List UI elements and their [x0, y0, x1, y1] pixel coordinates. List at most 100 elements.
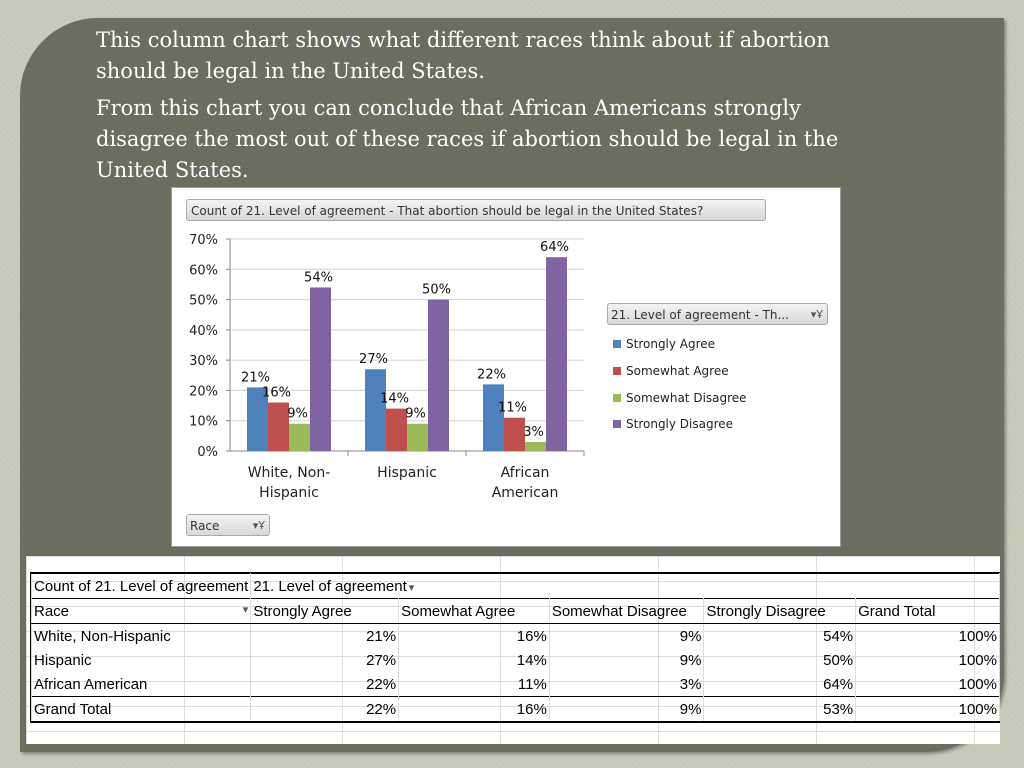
value-cell[interactable]: 100%	[855, 623, 1000, 648]
legend-swatch	[613, 340, 621, 349]
legend-entry: Somewhat Agree	[613, 358, 747, 385]
bar	[407, 423, 428, 451]
legend-label: Somewhat Agree	[626, 364, 729, 379]
value-cell[interactable]: 14%	[398, 648, 550, 672]
row-label-cell[interactable]: White, Non-Hispanic	[30, 623, 252, 648]
legend-field-button[interactable]: 21. Level of agreement - Th... ▾Ұ	[607, 303, 828, 325]
row-label-cell[interactable]: African American	[30, 672, 252, 697]
pivot-table: Count of 21. Level of agreement 21. Leve…	[30, 572, 1000, 723]
column-header[interactable]: Grand Total	[855, 598, 1000, 624]
legend-entry: Strongly Agree	[613, 331, 747, 358]
value-cell[interactable]: 22%	[250, 696, 400, 722]
legend-label: Somewhat Disagree	[626, 390, 747, 405]
chart-canvas: 0% 10% 20% 30% 40% 50% 60% 70% 21%16% 9% 54% White,…	[189, 233, 585, 501]
chart-legend: Strongly Agree Somewhat Agree Somewhat Dis…	[613, 331, 747, 438]
y-tick-label: 70%	[189, 233, 218, 248]
legend-swatch	[613, 367, 621, 376]
data-label: 16%	[262, 386, 291, 401]
legend-label: Strongly Disagree	[626, 417, 734, 432]
column-header[interactable]: Strongly Disagree	[703, 598, 857, 624]
bar	[483, 384, 504, 451]
table-row: Count of 21. Level of agreement 21. Leve…	[30, 573, 1000, 599]
y-tick-label: 20%	[189, 384, 218, 399]
column-header[interactable]: Strongly Agree	[250, 598, 400, 624]
x-tick-label: African	[501, 465, 550, 481]
data-label: 50%	[422, 283, 451, 298]
row-field-label: Race	[34, 602, 70, 620]
value-cell[interactable]: 21%	[250, 623, 400, 648]
y-tick-label: 60%	[189, 263, 218, 278]
value-cell[interactable]: 100%	[855, 672, 1000, 697]
column-header[interactable]: Somewhat Agree	[398, 598, 550, 624]
y-tick-label: 0%	[197, 445, 218, 460]
bar	[546, 257, 567, 451]
value-cell[interactable]: 27%	[250, 648, 400, 672]
legend-swatch	[613, 420, 621, 429]
legend-field-label: 21. Level of agreement - Th...	[611, 308, 789, 322]
data-label: 9%	[287, 407, 308, 422]
filter-dropdown-icon[interactable]: ▾Ұ	[252, 519, 265, 532]
value-cell[interactable]: 11%	[398, 672, 550, 697]
spreadsheet-area: Count of 21. Level of agreement 21. Leve…	[26, 556, 1000, 744]
pivot-filter-cell[interactable]: Count of 21. Level of agreement	[30, 573, 252, 599]
data-label: 11%	[498, 401, 527, 416]
pivot-row-field-cell[interactable]: Race ▾	[30, 598, 252, 624]
value-cell[interactable]: 100%	[855, 696, 1000, 722]
column-header[interactable]: Somewhat Disagree	[548, 598, 705, 624]
table-row: Hispanic 27% 14% 9% 50% 100%	[30, 648, 1000, 672]
data-label: 14%	[380, 392, 409, 407]
value-cell[interactable]: 9%	[548, 623, 705, 648]
bar	[525, 441, 546, 451]
value-cell[interactable]: 9%	[548, 648, 705, 672]
value-cell[interactable]: 100%	[855, 648, 1000, 672]
bar	[310, 287, 331, 451]
value-cell[interactable]: 64%	[703, 672, 857, 697]
data-label: 27%	[359, 352, 388, 367]
value-cell[interactable]: 22%	[250, 672, 400, 697]
filter-dropdown-icon[interactable]: ▾	[408, 581, 415, 594]
legend-swatch	[613, 393, 621, 402]
data-label: 9%	[405, 407, 426, 422]
x-tick-label: Hispanic	[377, 465, 437, 481]
intro-paragraph: This column chart shows what different r…	[96, 28, 830, 83]
filter-dropdown-icon[interactable]: ▾	[242, 603, 249, 616]
chart-title-field-button[interactable]: Count of 21. Level of agreement - That a…	[186, 199, 766, 221]
axis-field-button[interactable]: Race ▾Ұ	[186, 514, 270, 536]
value-cell[interactable]: 9%	[548, 696, 705, 722]
table-header-row: Race ▾ Strongly Agree Somewhat Agree Somewh…	[30, 598, 1000, 624]
y-tick-label: 40%	[189, 324, 218, 339]
row-label-cell[interactable]: Grand Total	[30, 696, 252, 722]
table-row: African American 22% 11% 3% 64% 100%	[30, 672, 1000, 697]
bar	[386, 408, 407, 451]
x-tick-label: American	[492, 485, 559, 501]
value-cell[interactable]: 16%	[398, 623, 550, 648]
value-cell[interactable]: 54%	[703, 623, 857, 648]
y-tick-label: 50%	[189, 294, 218, 309]
filter-dropdown-icon[interactable]: ▾Ұ	[810, 308, 823, 321]
value-cell[interactable]: 50%	[703, 648, 857, 672]
data-label: 3%	[523, 425, 544, 440]
data-label: 54%	[304, 270, 333, 285]
grand-total-row: Grand Total 22% 16% 9% 53% 100%	[30, 696, 1000, 722]
conclusion-paragraph: From this chart you can conclude that Af…	[96, 96, 839, 182]
column-field-label: 21. Level of agreement	[253, 577, 407, 595]
bar	[289, 423, 310, 451]
y-tick-label: 30%	[189, 354, 218, 369]
legend-label: Strongly Agree	[626, 337, 716, 352]
value-cell[interactable]: 3%	[548, 672, 705, 697]
bar	[428, 299, 449, 451]
legend-entry: Strongly Disagree	[613, 411, 747, 438]
bar	[365, 369, 386, 451]
row-label-cell[interactable]: Hispanic	[30, 648, 252, 672]
x-tick-label: Hispanic	[259, 485, 319, 501]
y-tick-label: 10%	[189, 415, 218, 430]
pivot-chart: 0% 10% 20% 30% 40% 50% 60% 70% 21% 16% 9% 54% White,…	[171, 187, 841, 547]
bar	[247, 387, 268, 451]
value-cell[interactable]: 16%	[398, 696, 550, 722]
table-row: White, Non-Hispanic 21% 16% 9% 54% 100%	[30, 623, 1000, 648]
data-label: 64%	[540, 240, 569, 255]
pivot-column-field-cell[interactable]: 21. Level of agreement ▾	[250, 573, 1000, 599]
axis-field-label: Race	[190, 519, 220, 533]
value-cell[interactable]: 53%	[703, 696, 857, 722]
data-label: 22%	[477, 367, 506, 382]
